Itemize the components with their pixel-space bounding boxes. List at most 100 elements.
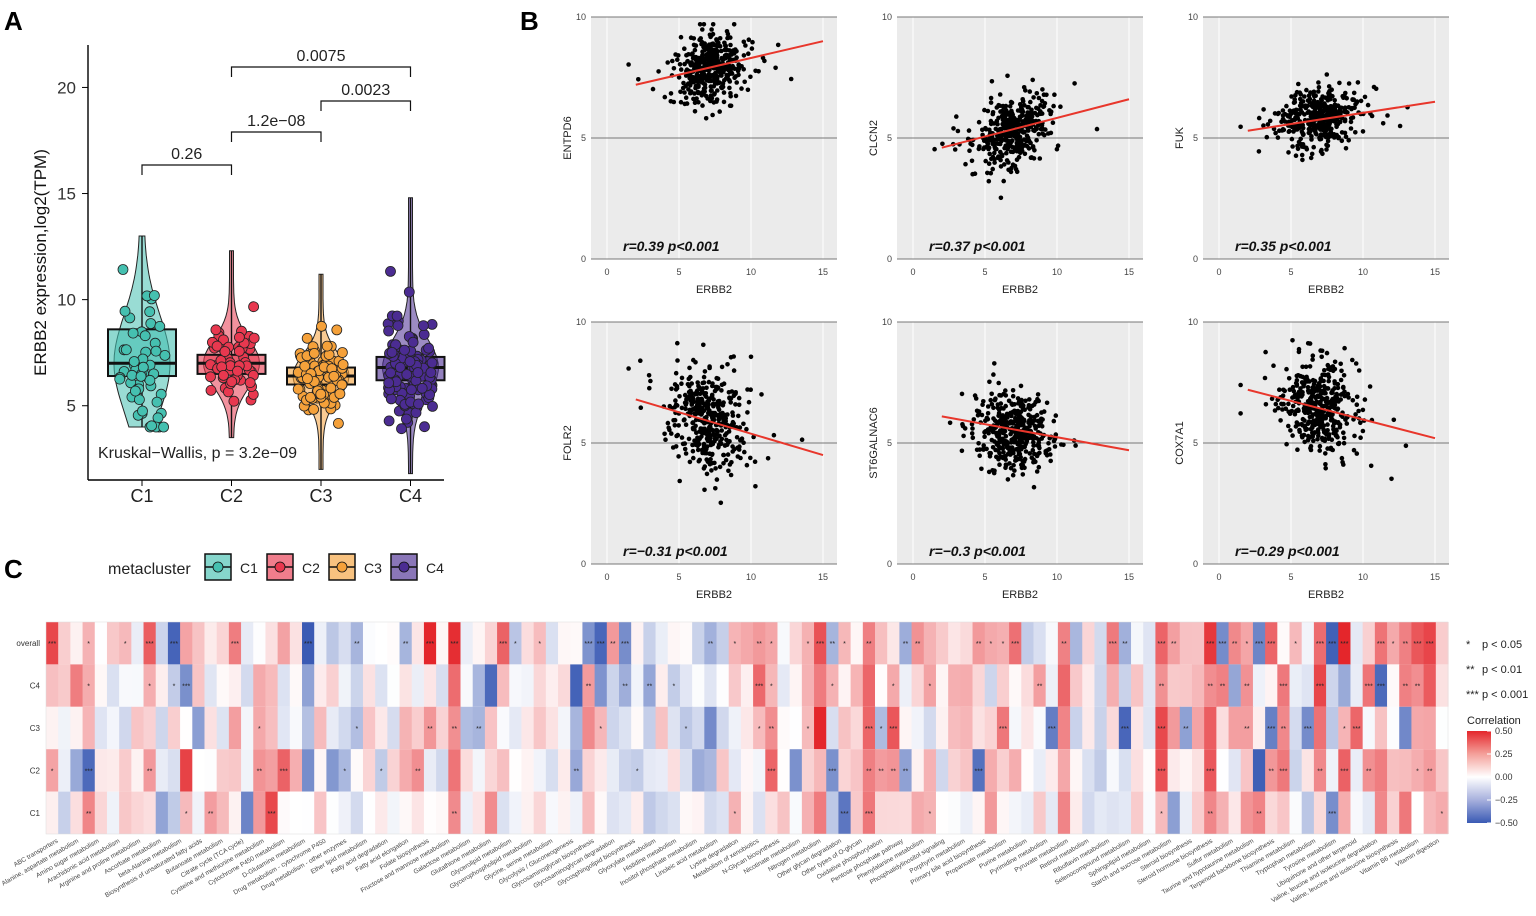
heatmap-cell (58, 706, 71, 750)
significance-legend-stars: *** (1466, 689, 1480, 701)
data-point (690, 420, 696, 425)
correlation-stat: r=−0.3 p<0.001 (929, 543, 1026, 559)
data-point (1342, 117, 1348, 122)
heatmap-cell (1301, 749, 1315, 792)
data-point (746, 399, 752, 405)
heatmap-cell (1277, 706, 1291, 750)
heatmap-cell (82, 664, 96, 707)
data-point (686, 436, 692, 442)
data-point (1052, 92, 1057, 97)
data-point (704, 428, 709, 434)
data-point (1027, 435, 1032, 440)
data-point (1334, 395, 1340, 401)
data-point (1296, 389, 1302, 395)
data-point (1319, 354, 1324, 360)
x-tick-label: 0 (604, 572, 609, 582)
data-point (1263, 402, 1269, 407)
heatmap-cell (814, 622, 827, 665)
data-point (710, 428, 716, 433)
data-point (1035, 392, 1041, 397)
significance-mark: * (538, 641, 541, 648)
data-point (1318, 136, 1324, 142)
data-point (1005, 73, 1010, 79)
heatmap-cell (192, 622, 206, 665)
data-point (426, 357, 438, 369)
data-point (1275, 135, 1281, 140)
data-point (997, 428, 1003, 433)
data-point (1307, 410, 1313, 415)
heatmap-cell (1362, 622, 1376, 665)
heatmap-cell (533, 706, 547, 750)
heatmap-cell (1301, 791, 1315, 834)
heatmap-cell (423, 749, 437, 792)
data-point (1005, 477, 1011, 482)
data-point (1009, 165, 1014, 171)
heatmap-cell (716, 664, 730, 707)
data-point (1335, 407, 1340, 412)
heatmap-cell (1387, 622, 1400, 665)
y-tick-label: 0 (887, 559, 892, 569)
significance-mark: *** (426, 641, 434, 648)
heatmap-cell (570, 706, 584, 750)
data-point (325, 382, 337, 394)
data-point (1015, 138, 1020, 143)
heatmap-cell (302, 749, 315, 792)
data-point (1030, 420, 1035, 426)
data-point (992, 361, 997, 366)
data-point (759, 392, 764, 397)
significance-mark: *** (182, 684, 190, 691)
heatmap-cell (484, 706, 498, 750)
x-tick-label: 5 (676, 572, 681, 582)
significance-mark: ** (403, 641, 409, 648)
heatmap-cell (1374, 664, 1388, 707)
heatmap-cell (1070, 791, 1083, 834)
data-point (418, 329, 430, 340)
heatmap-cell (1252, 791, 1266, 834)
heatmap-cell (1143, 706, 1157, 750)
data-point (1332, 386, 1337, 391)
heatmap-cell (1252, 664, 1266, 707)
significance-mark: ** (903, 641, 909, 648)
data-point (721, 461, 726, 466)
significance-mark: * (1392, 641, 1395, 648)
heatmap-cell (448, 749, 462, 792)
data-point (678, 99, 684, 105)
heatmap-cell (1155, 706, 1169, 750)
data-point (726, 440, 731, 445)
data-point (144, 306, 156, 318)
heatmap-cell (94, 664, 108, 707)
heatmap-cell (655, 622, 669, 665)
data-point (673, 402, 679, 408)
significance-mark: *** (1377, 684, 1385, 691)
heatmap-cell (228, 622, 242, 665)
x-tick-label: 5 (982, 572, 987, 582)
heatmap-cell (667, 749, 681, 792)
data-point (986, 178, 992, 184)
heatmap-cell (801, 791, 815, 834)
data-point (677, 62, 683, 67)
data-point (711, 402, 716, 408)
data-point (308, 403, 320, 415)
heatmap-cell (521, 664, 535, 707)
data-point (128, 356, 140, 367)
data-point (1332, 359, 1338, 365)
heatmap-cell (1191, 791, 1205, 834)
data-point (1020, 417, 1025, 423)
data-point (1264, 134, 1270, 140)
heatmap-cell (1423, 791, 1437, 834)
data-point (947, 420, 953, 426)
heatmap-cell (82, 749, 96, 792)
heatmap-cell (521, 622, 535, 665)
data-point (706, 78, 712, 84)
heatmap-cell (155, 664, 169, 707)
data-point (1039, 410, 1044, 415)
significance-mark: *** (865, 811, 873, 818)
data-point (1020, 109, 1026, 115)
heatmap-cell (338, 622, 352, 665)
data-point (748, 387, 753, 393)
data-point (728, 400, 733, 405)
significance-mark: * (831, 684, 834, 691)
data-point (218, 369, 229, 381)
significance-mark: *** (755, 684, 763, 691)
heatmap-cell (131, 706, 145, 750)
